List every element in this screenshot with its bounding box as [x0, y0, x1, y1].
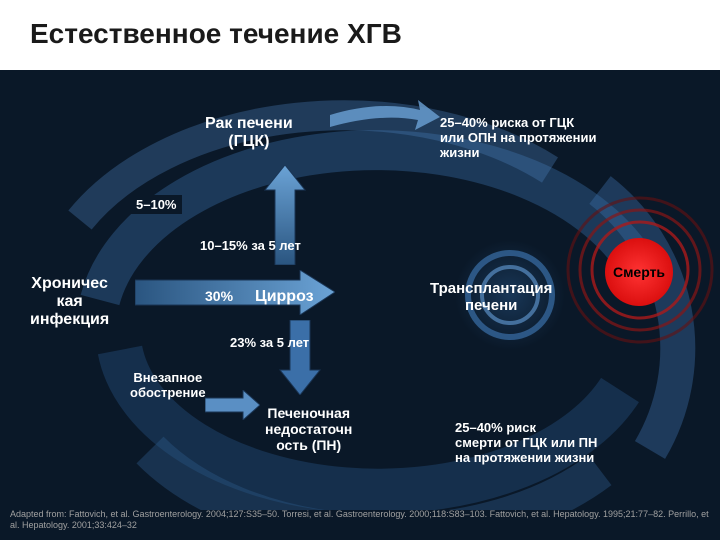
node-chronic-infection: Хроничес кая инфекция: [30, 275, 109, 329]
death-label: Смерть: [613, 264, 665, 280]
citation-text: Adapted from: Fattovich, et al. Gastroen…: [10, 509, 710, 532]
node-liver-cancer: Рак печени (ГЦК): [205, 115, 293, 151]
pct-30: 30%: [205, 288, 233, 304]
pct-23: 23% за 5 лет: [230, 335, 309, 350]
arrow-cancer-to-risk: [330, 95, 440, 145]
slide-title: Естественное течение ХГВ: [30, 18, 402, 50]
node-sudden-exacerbation: Внезапное обострение: [130, 370, 206, 400]
pct-5-10: 5–10%: [130, 195, 182, 214]
node-death: Смерть: [605, 238, 673, 306]
pct-10-15: 10–15% за 5 лет: [200, 238, 301, 253]
node-cirrhosis: Цирроз: [255, 288, 314, 306]
node-transplant: Трансплантация печени: [430, 280, 552, 314]
node-risk-bottom: 25–40% риск смерти от ГЦК или ПН на прот…: [455, 420, 597, 465]
arrow-sudden-to-failure: [205, 390, 260, 420]
arrow-cirrhosis-to-failure: [275, 320, 325, 395]
node-risk-top: 25–40% риска от ГЦК или ОПН на протяжени…: [440, 115, 596, 160]
node-liver-failure: Печеночная недостаточн ость (ПН): [265, 405, 352, 453]
